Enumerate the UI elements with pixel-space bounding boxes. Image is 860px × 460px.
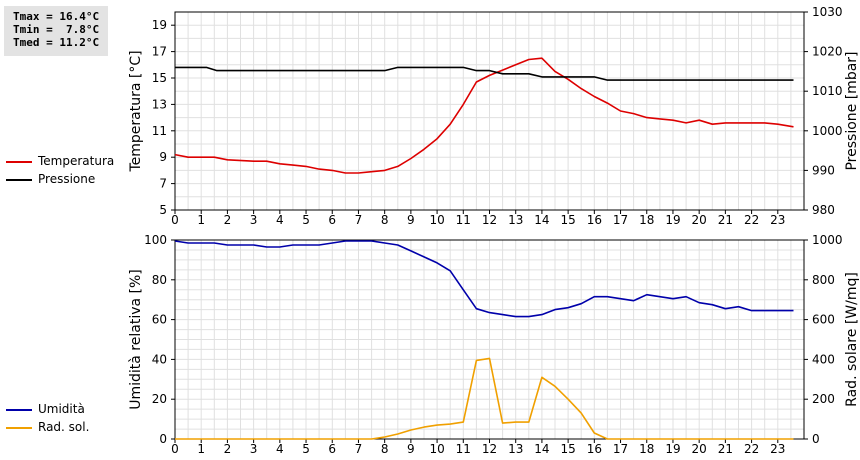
chart1-x-tick-label: 21	[718, 213, 733, 227]
chart1-x-tick-label: 17	[613, 213, 628, 227]
chart1-y-tick-label: 15	[152, 71, 167, 85]
chart2-x-tick-label: 5	[302, 442, 310, 456]
legend-label-umidita: Umidità	[38, 402, 85, 416]
chart2-x-tick-label: 10	[429, 442, 444, 456]
chart2-y2-tick-label: 1000	[812, 233, 843, 247]
chart1-x-tick-label: 11	[456, 213, 471, 227]
chart2-x-tick-label: 8	[381, 442, 389, 456]
chart2-x-tick-label: 3	[250, 442, 258, 456]
chart2-x-tick-label: 2	[224, 442, 232, 456]
legend-label-rad-sol: Rad. sol.	[38, 420, 90, 434]
chart1-y-tick-label: 17	[152, 45, 167, 59]
chart2-ylabel: Umidità relativa [%]	[128, 269, 144, 410]
chart2-y-tick-label: 80	[152, 273, 167, 287]
chart1-x-tick-label: 15	[560, 213, 575, 227]
chart1-y2-tick-label: 1000	[812, 124, 843, 138]
chart2-x-tick-label: 9	[407, 442, 415, 456]
chart1-x-tick-label: 7	[355, 213, 363, 227]
chart1-y-tick-label: 19	[152, 18, 167, 32]
chart2-x-tick-label: 18	[639, 442, 654, 456]
chart2-x-tick-label: 20	[692, 442, 707, 456]
chart2-x-tick-label: 11	[456, 442, 471, 456]
chart2-x-tick-label: 14	[534, 442, 549, 456]
chart2-x-tick-label: 6	[328, 442, 336, 456]
chart1-y2label: Pressione [mbar]	[844, 51, 860, 170]
chart1-x-tick-label: 14	[534, 213, 549, 227]
chart2-x-tick-label: 0	[171, 442, 179, 456]
chart2-y2-tick-label: 400	[812, 352, 835, 366]
chart1-y-tick-label: 9	[159, 150, 167, 164]
chart1-group: 0 1 2 3 4 5 6 7 8 9 10 11 12 13 14 15 16 17 18 19 20 21 22 2357…	[128, 5, 860, 227]
chart1-x-tick-label: 10	[429, 213, 444, 227]
chart2-x-tick-label: 22	[744, 442, 759, 456]
legend-swatch-temperatura	[6, 161, 32, 163]
chart1-y-tick-label: 7	[159, 177, 167, 191]
chart2-x-tick-label: 13	[508, 442, 523, 456]
chart2-y-tick-label: 0	[159, 432, 167, 446]
chart2-x-tick-label: 12	[482, 442, 497, 456]
chart1-y-tick-label: 11	[152, 124, 167, 138]
chart1-x-tick-label: 16	[587, 213, 602, 227]
chart1-y-tick-label: 13	[152, 97, 167, 111]
chart2-y-tick-label: 60	[152, 313, 167, 327]
chart2-y2-tick-label: 0	[812, 432, 820, 446]
chart1-x-tick-label: 18	[639, 213, 654, 227]
chart2-x-tick-label: 19	[665, 442, 680, 456]
chart1-series-temperatura-line	[174, 57, 794, 174]
chart2-y-tick-label: 20	[152, 392, 167, 406]
chart1-y2-tick-label: 1010	[812, 84, 843, 98]
chart1-x-tick-label: 8	[381, 213, 389, 227]
chart2-x-tick-label: 17	[613, 442, 628, 456]
chart2-series-rad-sol-line	[175, 357, 794, 440]
legend-label-temperatura: Temperatura	[38, 154, 115, 168]
chart1-x-tick-label: 0	[171, 213, 179, 227]
chart2-y-tick-label: 40	[152, 352, 167, 366]
chart1-x-tick-label: 5	[302, 213, 310, 227]
legend-swatch-umidita	[6, 409, 32, 411]
chart1-x-tick-label: 2	[224, 213, 232, 227]
chart2-series-umidit-line	[174, 240, 794, 318]
chart2-y-tick-label: 100	[144, 233, 167, 247]
chart2-y2-tick-label: 800	[812, 273, 835, 287]
chart1-y2-tick-label: 990	[812, 163, 835, 177]
chart1-x-tick-label: 4	[276, 213, 284, 227]
chart1-x-tick-label: 12	[482, 213, 497, 227]
chart1-x-tick-label: 13	[508, 213, 523, 227]
legend-label-pressione: Pressione	[38, 172, 96, 186]
stats-box: Tmax = 16.4°C Tmin = 7.8°C Tmed = 11.2°C	[4, 6, 108, 56]
stat-tmin: Tmin = 7.8°C	[13, 23, 100, 36]
chart2-x-tick-label: 1	[197, 442, 205, 456]
chart2-x-tick-label: 15	[560, 442, 575, 456]
chart1-ylabel: Temperatura [°C]	[128, 50, 144, 172]
stat-tmed: Tmed = 11.2°C	[13, 36, 100, 49]
chart2-y2-tick-label: 200	[812, 392, 835, 406]
chart1-y-tick-label: 5	[159, 203, 167, 217]
chart1-x-tick-label: 3	[250, 213, 258, 227]
chart2-x-tick-label: 16	[587, 442, 602, 456]
chart2-group: 0 1 2 3 4 5 6 7 8 9 10 11 12 13 14 15 16 17 18 19 20 21 22 2302…	[128, 233, 860, 456]
chart2-x-tick-label: 23	[770, 442, 785, 456]
stat-tmax: Tmax = 16.4°C	[13, 10, 100, 23]
chart2-y2-tick-label: 600	[812, 313, 835, 327]
chart1-x-tick-label: 1	[197, 213, 205, 227]
chart1-y2-tick-label: 1020	[812, 45, 843, 59]
chart1-y2-tick-label: 980	[812, 203, 835, 217]
chart1-x-tick-label: 9	[407, 213, 415, 227]
legend-swatch-rad-sol	[6, 427, 32, 429]
chart1-x-tick-label: 23	[770, 213, 785, 227]
chart1-y2-tick-label: 1030	[812, 5, 843, 19]
chart2-x-tick-label: 4	[276, 442, 284, 456]
chart1-x-tick-label: 6	[328, 213, 336, 227]
chart2-x-tick-label: 7	[355, 442, 363, 456]
chart2-y2label: Rad. solare [W/mq]	[844, 272, 860, 407]
chart1-x-tick-label: 19	[665, 213, 680, 227]
chart1-x-tick-label: 22	[744, 213, 759, 227]
legend-swatch-pressione	[6, 179, 32, 181]
chart2-x-tick-label: 21	[718, 442, 733, 456]
chart1-series-pressione-line	[175, 66, 794, 81]
chart1-x-tick-label: 20	[692, 213, 707, 227]
